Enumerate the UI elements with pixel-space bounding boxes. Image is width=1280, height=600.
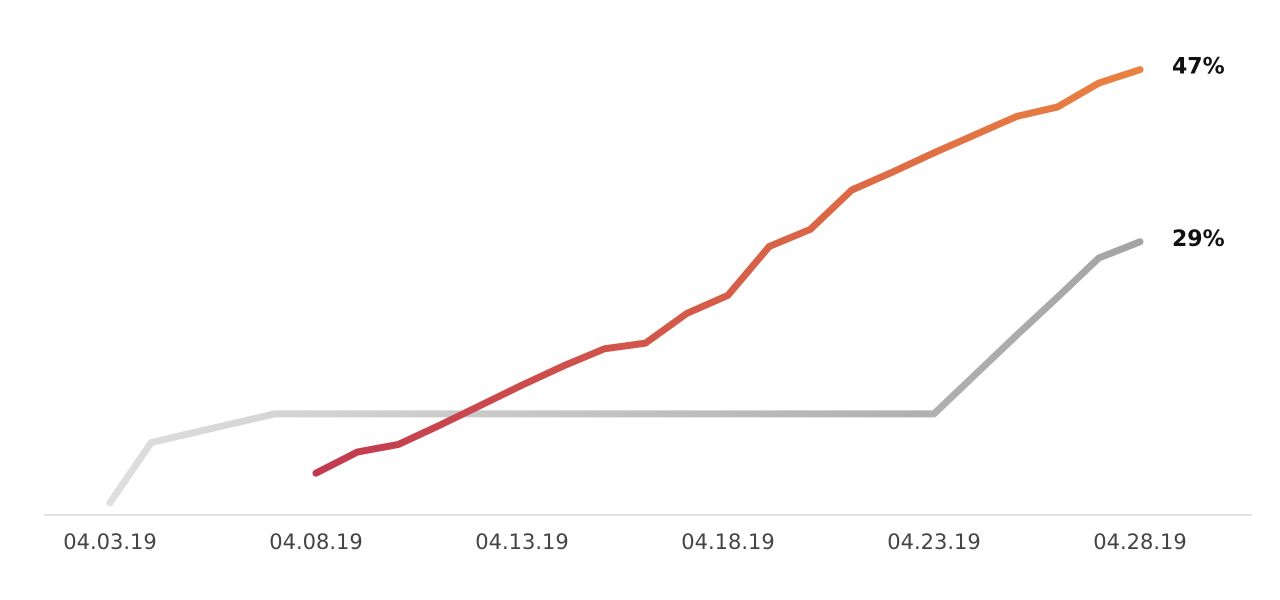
series-line (106, 238, 1144, 507)
x-tick-label: 04.03.19 (63, 530, 157, 554)
x-tick-label: 04.13.19 (475, 530, 569, 554)
x-tick-label: 04.28.19 (1093, 530, 1187, 554)
end-value-label: 29% (1172, 227, 1225, 252)
x-tick-label: 04.08.19 (269, 530, 363, 554)
x-tick-label: 04.23.19 (887, 530, 981, 554)
series-line (312, 66, 1144, 477)
x-tick-label: 04.18.19 (681, 530, 775, 554)
end-value-label: 47% (1172, 55, 1225, 80)
